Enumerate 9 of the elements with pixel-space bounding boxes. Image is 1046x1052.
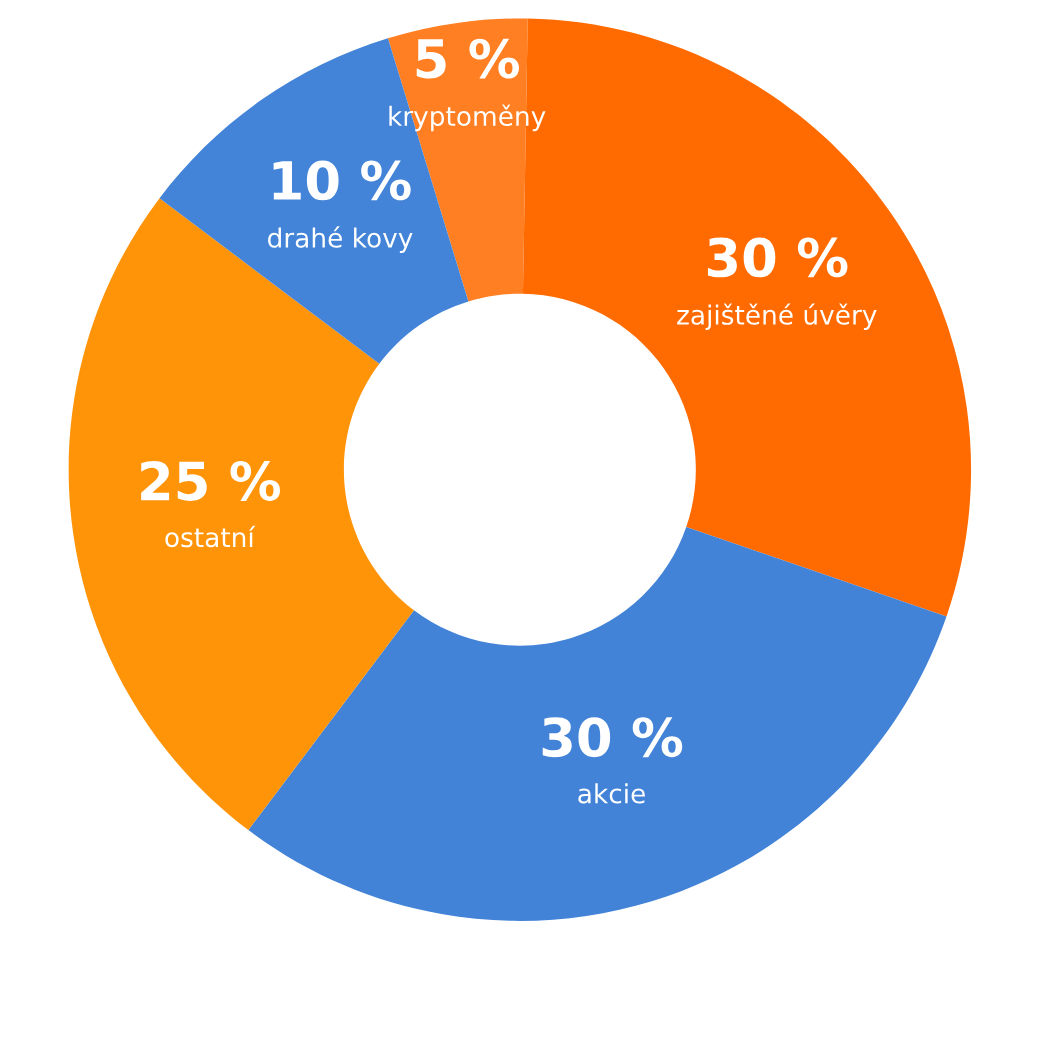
data-label: 30 % xyxy=(542,717,683,758)
slice-label: drahé kovy xyxy=(268,226,413,253)
data-label: 30 % xyxy=(707,237,848,278)
slice-label: akcie xyxy=(578,783,645,804)
data-label: 10 % xyxy=(273,160,411,201)
data-label: 25 % xyxy=(141,460,280,501)
data-label: 5 % xyxy=(416,38,519,79)
slice-label: ostatní xyxy=(165,525,256,548)
slice-label: zajištěné úvěry xyxy=(677,303,877,330)
